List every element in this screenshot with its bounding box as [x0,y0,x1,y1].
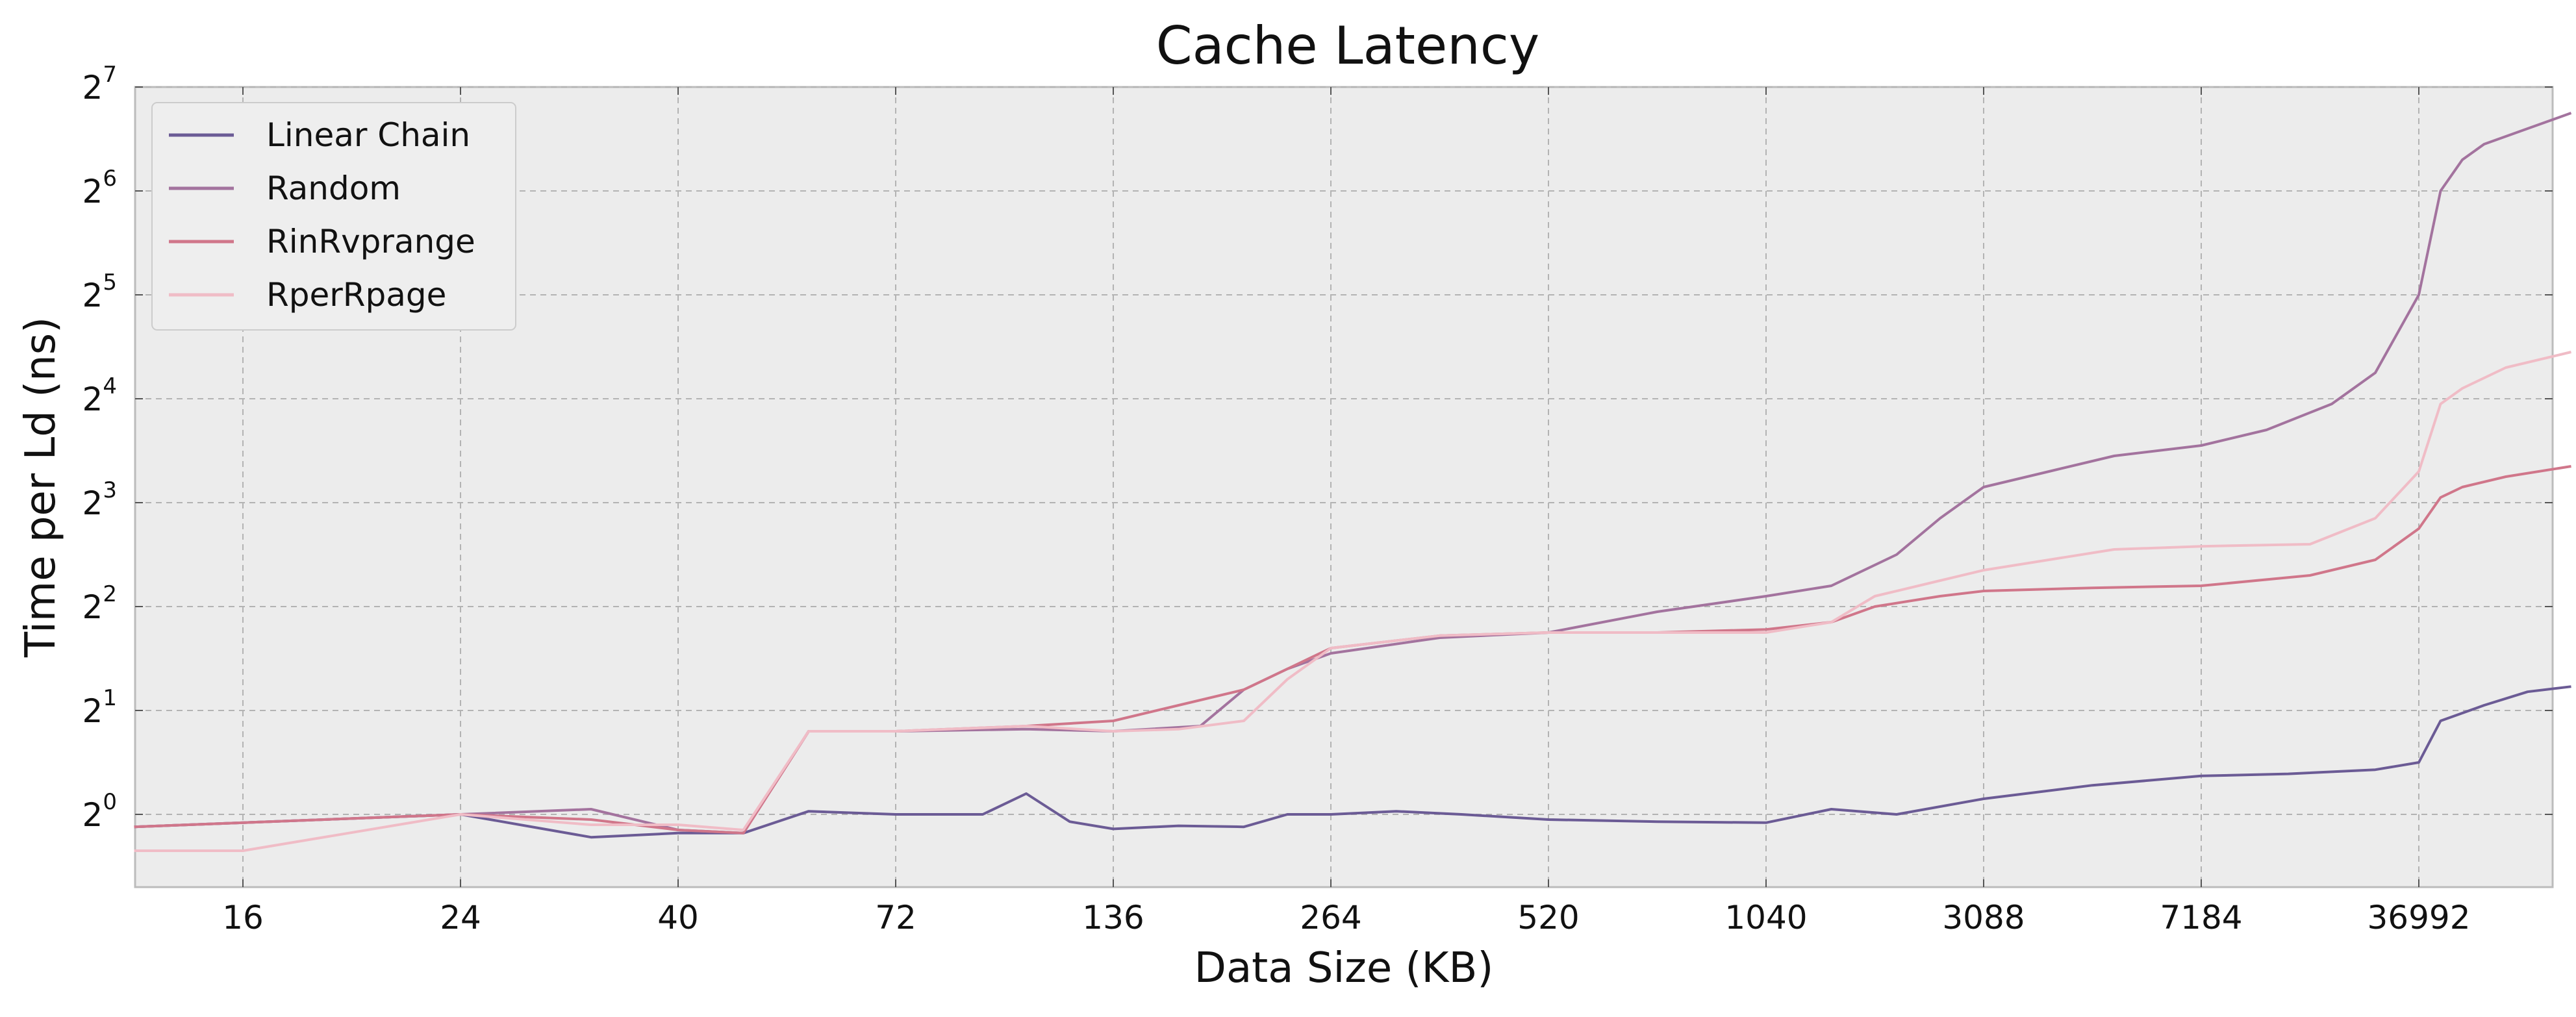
y-tick-label: 24 [82,373,117,418]
y-tick-label: 26 [82,166,117,210]
series-line-rperrpage [134,351,2571,852]
x-tick-label: 72 [875,899,916,936]
y-tick-label: 20 [82,789,117,834]
x-tick-label: 520 [1517,899,1579,936]
y-axis-label: Time per Ld (ns) [17,317,65,658]
x-tick-label: 40 [657,899,699,936]
y-axis-ticks: 20 21 22 23 24 25 26 27 [82,62,2553,834]
x-axis-ticks: 16 24 40 72 136 264 520 1040 3088 7184 36992 [222,87,2471,936]
legend: Linear Chain Random RinRvprange RperRpage [151,102,516,331]
legend-label: RinRvprange [266,223,475,260]
y-tick-label: 21 [82,685,117,730]
legend-label: RperRpage [266,276,446,314]
y-tick-label: 25 [82,270,117,314]
y-tick-label: 27 [82,62,117,107]
x-tick-label: 24 [440,899,481,936]
legend-label: Linear Chain [266,116,470,154]
x-tick-label: 3088 [1942,899,2025,936]
legend-label: Random [266,170,401,207]
x-axis-label: Data Size (KB) [1194,944,1494,992]
series-line-linear-chain [134,685,2571,839]
chart-title: Cache Latency [1156,16,1539,76]
x-tick-label: 136 [1082,899,1144,936]
series-lines [134,112,2572,852]
x-tick-label: 16 [222,899,264,936]
y-tick-label: 23 [82,477,117,522]
legend-box [151,102,516,331]
x-tick-label: 36992 [2367,899,2470,936]
x-tick-label: 1040 [1724,899,1807,936]
y-tick-label: 22 [82,581,117,626]
x-tick-label: 264 [1300,899,1361,936]
x-tick-label: 7184 [2160,899,2242,936]
plot-area [134,86,2554,888]
